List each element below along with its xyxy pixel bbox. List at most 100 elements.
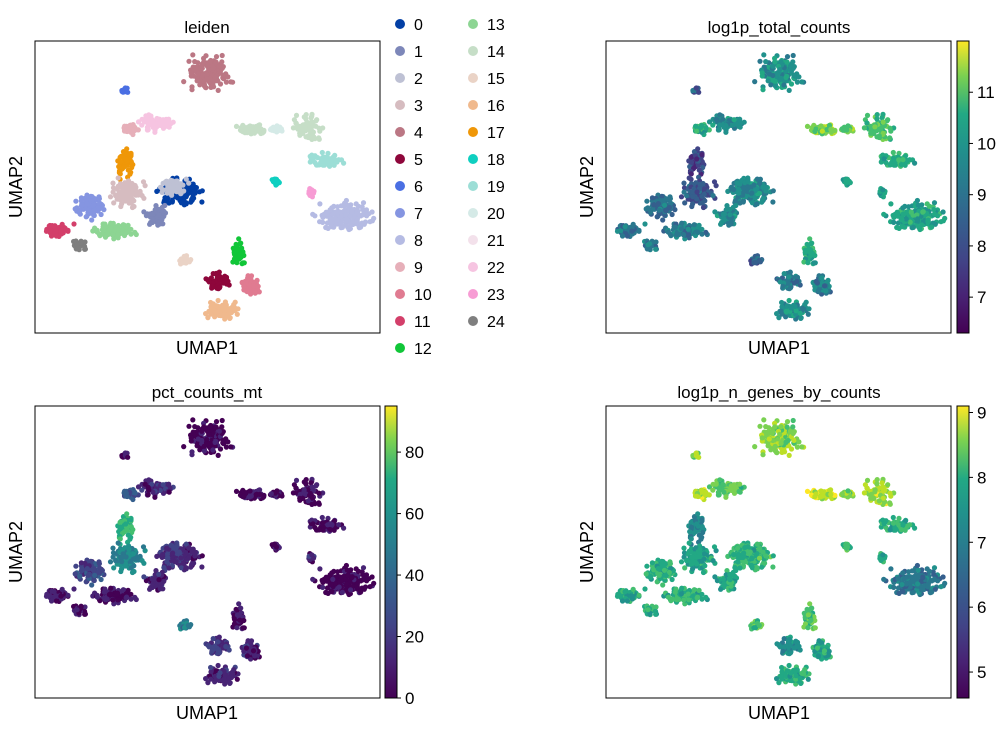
scatter-point	[360, 576, 366, 582]
scatter-point	[219, 52, 225, 59]
scatter-point	[694, 128, 700, 134]
scatter-points	[43, 52, 377, 322]
scatter-point	[123, 156, 129, 162]
scatter-point	[123, 554, 129, 560]
scatter-point	[188, 199, 194, 205]
scatter-point	[737, 116, 743, 122]
scatter-point	[250, 648, 257, 654]
scatter-point	[72, 571, 78, 577]
scatter-point	[766, 71, 772, 77]
scatter-point	[344, 216, 350, 222]
scatter-point	[43, 228, 50, 234]
scatter-point	[339, 589, 345, 596]
scatter-point	[369, 209, 375, 215]
scatter-point	[699, 226, 705, 232]
scatter-point	[132, 490, 138, 496]
scatter-point	[234, 247, 240, 253]
scatter-point	[213, 59, 219, 65]
scatter-point	[358, 224, 364, 230]
scatter-point	[257, 491, 263, 497]
scatter-point	[310, 576, 316, 582]
scatter-point	[53, 233, 60, 239]
colorbar-tick-label: 7	[977, 288, 986, 307]
scatter-point	[931, 211, 938, 217]
scatter-point	[59, 221, 65, 227]
scatter-point	[663, 207, 669, 213]
scatter-point	[130, 186, 136, 192]
scatter-point	[207, 59, 213, 65]
scatter-point	[681, 180, 687, 186]
scatter-point	[117, 171, 123, 177]
scatter-point	[805, 311, 811, 317]
scatter-point	[149, 576, 155, 582]
scatter-point	[199, 188, 205, 194]
scatter-point	[217, 446, 224, 452]
scatter-point	[183, 566, 189, 572]
scatter-point	[699, 152, 705, 158]
scatter-point	[695, 229, 701, 235]
scatter-point	[649, 195, 656, 201]
scatter-point	[48, 598, 55, 604]
scatter-point	[185, 257, 191, 263]
scatter-point	[874, 116, 880, 122]
scatter-point	[272, 542, 278, 548]
scatter-point	[910, 224, 917, 230]
scatter-point	[895, 211, 901, 217]
legend-marker	[468, 208, 478, 218]
scatter-point	[344, 581, 350, 587]
scatter-point	[257, 126, 263, 132]
scatter-point	[343, 212, 349, 218]
scatter-point	[223, 79, 229, 85]
scatter-point	[786, 297, 792, 304]
scatter-point	[804, 123, 811, 129]
scatter-point	[204, 71, 210, 78]
scatter-point	[238, 605, 244, 611]
scatter-point	[812, 128, 818, 135]
scatter-point	[53, 598, 60, 604]
scatter-point	[361, 221, 367, 227]
scatter-point	[360, 571, 366, 578]
scatter-point	[135, 119, 142, 125]
scatter-point	[199, 428, 205, 434]
legend-label: 6	[414, 179, 423, 196]
scatter-point	[212, 439, 218, 445]
legend-marker	[468, 19, 478, 29]
scatter-point	[108, 585, 114, 591]
scatter-point	[248, 128, 254, 134]
legend-label: 11	[414, 314, 431, 331]
scatter-point	[614, 228, 621, 234]
scatter-point	[73, 198, 79, 204]
scatter-point	[702, 198, 708, 204]
scatter-point	[128, 152, 134, 158]
scatter-point	[206, 431, 212, 438]
scatter-point	[98, 211, 104, 218]
scatter-point	[636, 227, 642, 233]
scatter-point	[303, 481, 309, 487]
scatter-point	[130, 556, 136, 562]
scatter-point	[890, 149, 896, 156]
scatter-point	[316, 500, 322, 506]
scatter-point	[887, 162, 893, 168]
legend-marker	[468, 316, 478, 326]
scatter-point	[293, 485, 299, 491]
scatter-point	[71, 586, 77, 592]
scatter-point	[185, 190, 192, 196]
scatter-point	[156, 212, 162, 218]
scatter-point	[900, 205, 906, 211]
scatter-point	[688, 159, 695, 165]
scatter-point	[931, 200, 938, 206]
scatter-point	[303, 112, 309, 118]
scatter-point	[130, 551, 136, 557]
legend-marker	[395, 19, 405, 29]
scatter-point	[309, 119, 315, 125]
scatter-point	[129, 569, 136, 576]
legend-marker	[468, 46, 478, 56]
scatter-point	[104, 596, 110, 602]
scatter-point	[828, 126, 834, 132]
scatter-point	[774, 311, 780, 317]
scatter-point	[805, 260, 811, 266]
legend-marker	[468, 127, 478, 137]
scatter-point	[690, 194, 696, 200]
scatter-point	[215, 452, 221, 458]
scatter-point	[237, 617, 243, 623]
